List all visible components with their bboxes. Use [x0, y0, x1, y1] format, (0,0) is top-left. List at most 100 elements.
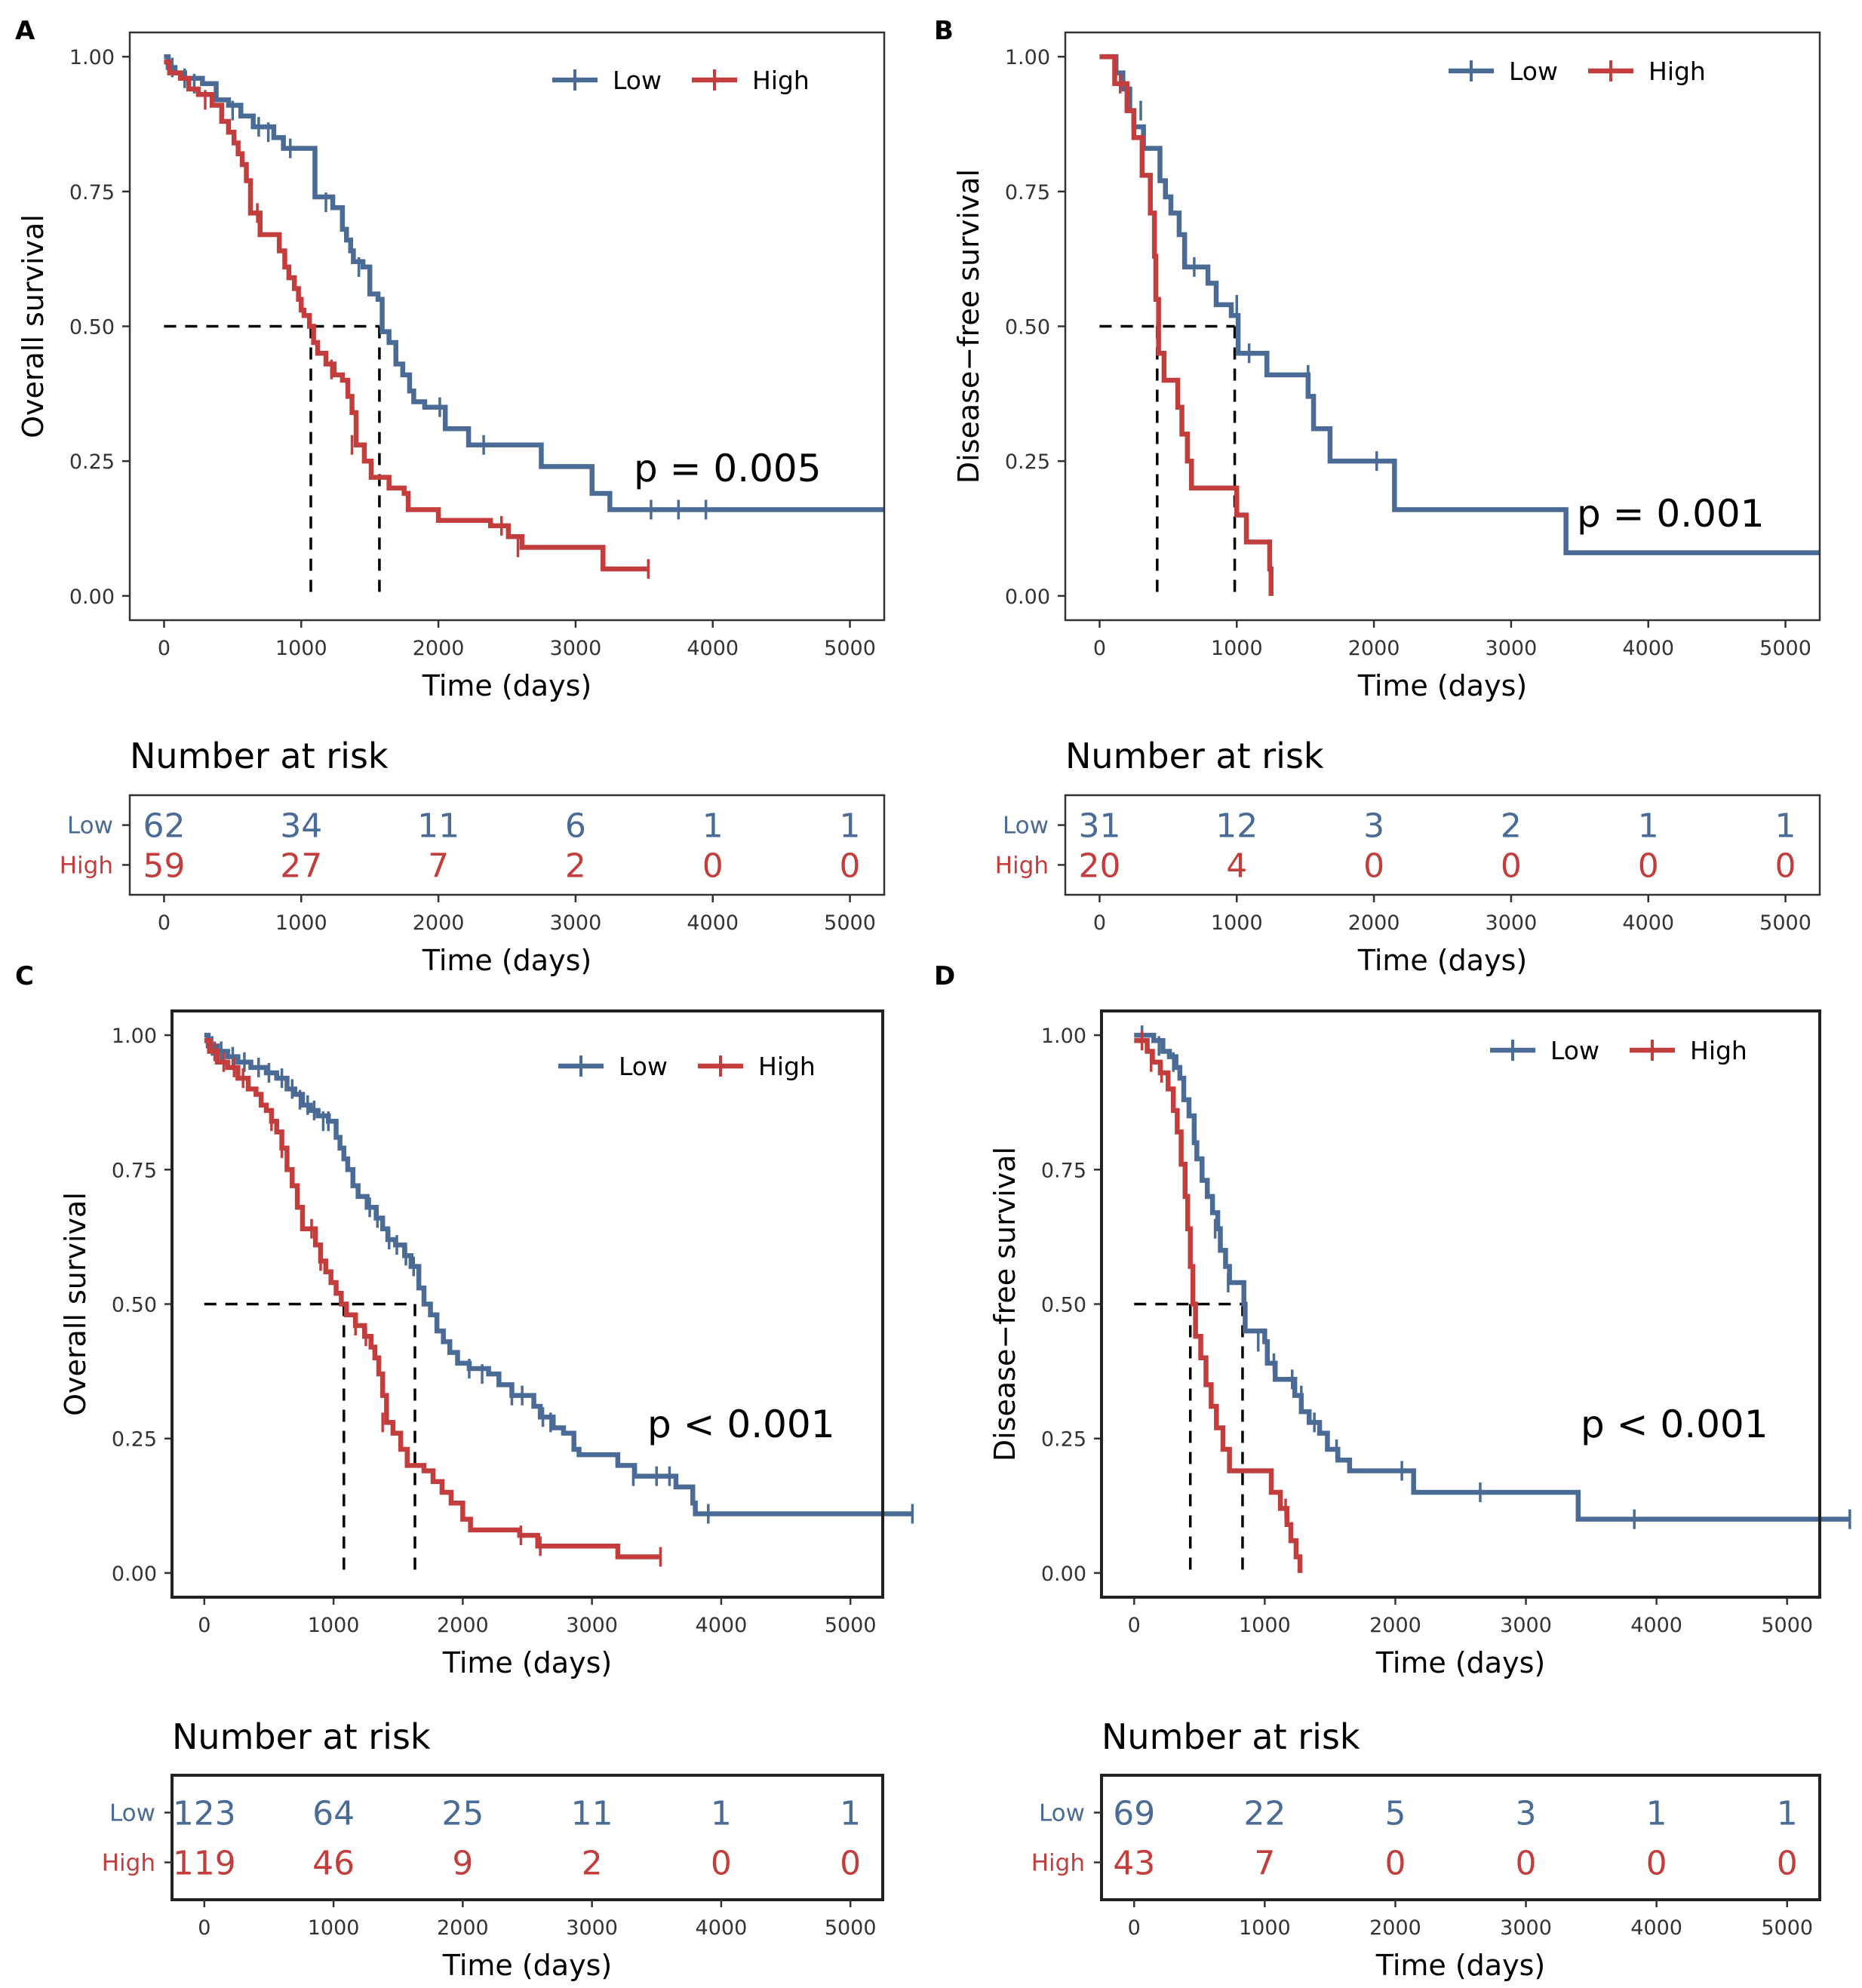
panel-letter: A	[15, 16, 35, 46]
risk-x-axis-title: Time (days)	[1375, 1949, 1545, 1982]
risk-x-axis-title: Time (days)	[422, 944, 591, 977]
risk-x-tick-label: 2000	[437, 1916, 489, 1940]
p-value: p < 0.001	[1581, 1403, 1768, 1446]
legend: Low High	[1449, 57, 1706, 86]
km-curve-low	[1134, 1032, 1850, 1522]
risk-x-tick-label: 3000	[566, 1916, 618, 1940]
risk-row-label-low: Low	[1003, 813, 1049, 840]
x-tick-label: 0	[158, 637, 171, 660]
risk-x-tick-label: 5000	[1761, 1916, 1813, 1940]
risk-row-label-high: High	[1031, 1850, 1085, 1877]
risk-count: 6	[565, 807, 586, 846]
risk-x-tick-label: 0	[198, 1916, 210, 1940]
plot-frame	[128, 31, 886, 622]
y-tick-label: 0.75	[112, 1159, 157, 1182]
x-tick-label: 5000	[825, 1614, 877, 1637]
x-tick-label: 4000	[1622, 637, 1674, 660]
legend-label-low: Low	[613, 66, 662, 95]
risk-x-tick-label: 2000	[413, 911, 465, 935]
risk-count: 3	[1363, 807, 1384, 846]
curves	[1134, 1025, 1851, 1573]
risk-count: 31	[1078, 807, 1120, 846]
y-tick-label: 0.00	[112, 1562, 157, 1586]
risk-count: 7	[1254, 1845, 1275, 1883]
risk-count: 0	[702, 847, 724, 885]
risk-count: 69	[1113, 1795, 1155, 1833]
legend: Low High	[558, 1052, 816, 1081]
x-axis-title: Time (days)	[1375, 1646, 1545, 1679]
x-tick-label: 2000	[1369, 1614, 1421, 1637]
risk-count: 25	[441, 1795, 484, 1833]
risk-row-label-low: Low	[67, 813, 113, 840]
risk-x-tick-label: 4000	[696, 1916, 748, 1940]
x-tick-label: 3000	[550, 637, 602, 660]
x-tick-label: 4000	[696, 1614, 748, 1637]
risk-count: 1	[702, 807, 724, 846]
x-axis-title: Time (days)	[1357, 669, 1527, 702]
y-tick-label: 0.25	[112, 1428, 157, 1452]
y-tick-label: 0.00	[1041, 1562, 1086, 1586]
panel-letter: D	[934, 961, 955, 991]
risk-row-label-low: Low	[1039, 1800, 1085, 1827]
panel-a: A0 1000 2000 3000 4000 50000.000.250.500.751.…	[15, 16, 886, 977]
risk-x-tick-label: 3000	[1500, 1916, 1552, 1940]
p-value: p = 0.005	[634, 447, 822, 490]
risk-count: 43	[1113, 1845, 1155, 1883]
risk-count: 1	[840, 1795, 861, 1833]
curves	[164, 54, 884, 579]
legend: Low High	[1490, 1036, 1747, 1065]
y-tick-label: 0.25	[69, 450, 115, 474]
x-tick-label: 5000	[1759, 637, 1811, 660]
risk-x-tick-label: 4000	[687, 911, 739, 935]
risk-count: 0	[840, 1845, 861, 1883]
risk-count: 34	[280, 807, 322, 846]
risk-row-label-high: High	[102, 1850, 155, 1877]
x-tick-label: 1000	[1239, 1614, 1291, 1637]
panel-letter: B	[934, 16, 954, 46]
legend-label-low: Low	[619, 1052, 668, 1081]
risk-count: 59	[143, 847, 185, 885]
y-tick-label: 0.25	[1041, 1428, 1086, 1452]
risk-count: 1	[1638, 807, 1659, 846]
km-curve-low	[204, 1032, 913, 1516]
risk-x-tick-label: 0	[1128, 1916, 1141, 1940]
risk-count: 7	[428, 847, 449, 885]
risk-count: 2	[582, 1845, 603, 1883]
risk-count: 11	[571, 1795, 613, 1833]
risk-count: 64	[312, 1795, 355, 1833]
p-value: p = 0.001	[1577, 492, 1765, 536]
x-axis-title: Time (days)	[442, 1646, 612, 1679]
legend: Low High	[552, 66, 810, 95]
x-tick-label: 5000	[824, 637, 876, 660]
y-tick-label: 0.25	[1005, 450, 1050, 474]
risk-count: 46	[312, 1845, 355, 1883]
legend-label-high: High	[758, 1052, 816, 1081]
panel-b: B0 1000 2000 3000 4000 50000.000.250.500.751.…	[934, 16, 1821, 977]
risk-count: 12	[1215, 807, 1258, 846]
risk-row-label-low: Low	[109, 1800, 155, 1827]
risk-x-tick-label: 2000	[1369, 1916, 1421, 1940]
x-tick-label: 3000	[1500, 1614, 1552, 1637]
legend-label-low: Low	[1550, 1036, 1599, 1065]
risk-count: 1	[1646, 1795, 1667, 1833]
y-tick-label: 0.50	[1005, 316, 1050, 340]
risk-count: 0	[840, 847, 861, 885]
x-tick-label: 3000	[566, 1614, 618, 1637]
risk-x-tick-label: 5000	[825, 1916, 877, 1940]
x-tick-label: 1000	[275, 637, 327, 660]
risk-count: 0	[1775, 847, 1796, 885]
x-tick-label: 0	[1128, 1614, 1141, 1637]
risk-count: 0	[1363, 847, 1384, 885]
km-curve-high	[164, 60, 649, 572]
legend-label-high: High	[752, 66, 810, 95]
risk-x-tick-label: 0	[158, 911, 171, 935]
risk-count: 0	[1501, 847, 1522, 885]
risk-count: 11	[417, 807, 459, 846]
y-tick-label: 0.75	[69, 181, 115, 204]
risk-row-label-high: High	[60, 852, 113, 879]
risk-count: 9	[452, 1845, 473, 1883]
risk-x-tick-label: 5000	[824, 911, 876, 935]
risk-count: 123	[173, 1795, 236, 1833]
